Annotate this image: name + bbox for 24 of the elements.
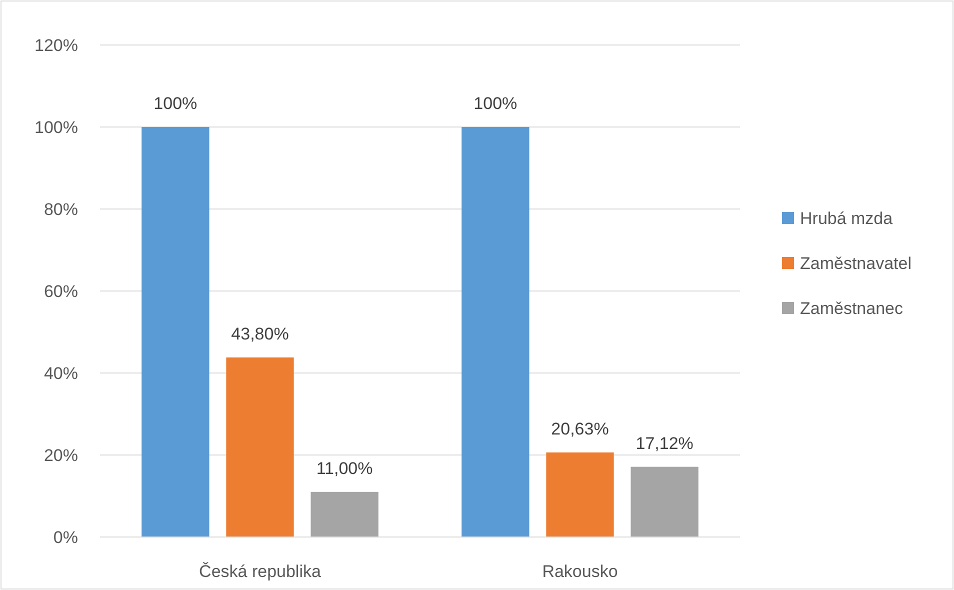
bar xyxy=(546,452,614,537)
y-tick-label: 120% xyxy=(34,36,78,55)
x-tick-label: Česká republika xyxy=(199,562,322,581)
data-label: 43,80% xyxy=(231,324,289,344)
legend-label: Zaměstnavatel xyxy=(800,254,912,273)
data-label: 17,12% xyxy=(636,434,694,453)
y-tick-label: 80% xyxy=(44,200,78,219)
legend-label: Hrubá mzda xyxy=(800,208,894,228)
bar xyxy=(462,127,530,537)
data-label: 100% xyxy=(474,94,518,113)
y-tick-label: 100% xyxy=(34,118,78,137)
y-tick-label: 0% xyxy=(53,528,78,547)
data-label: 11,00% xyxy=(316,458,373,478)
bar xyxy=(226,357,294,537)
x-tick-label: Rakousko xyxy=(542,562,618,581)
data-label: 100% xyxy=(154,94,198,113)
data-label: 20,63% xyxy=(551,419,609,438)
y-tick-label: 60% xyxy=(44,282,78,301)
y-tick-label: 40% xyxy=(44,364,78,383)
y-tick-label: 20% xyxy=(44,446,78,465)
bar xyxy=(630,466,698,537)
bar xyxy=(310,492,378,537)
bar xyxy=(142,127,210,537)
legend-label: Zaměstnanec xyxy=(800,298,904,318)
